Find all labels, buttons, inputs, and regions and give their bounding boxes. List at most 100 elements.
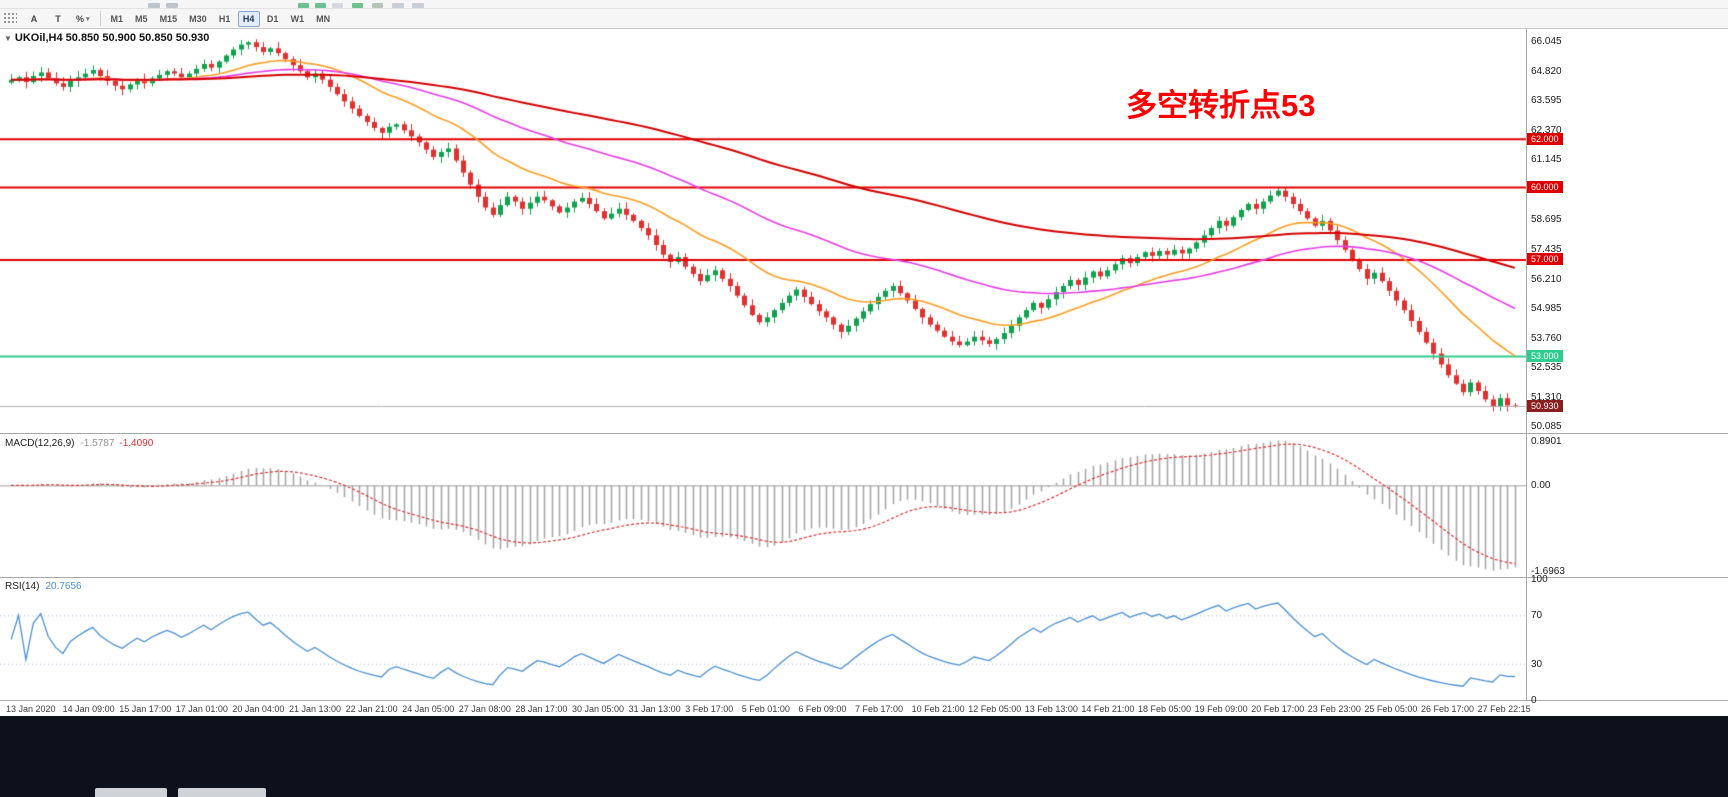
price-level-badge: 57.000 [1527, 253, 1563, 266]
taskbar-window-fragment[interactable] [95, 788, 167, 797]
time-axis-label: 17 Jan 01:00 [175, 704, 228, 714]
time-axis-label: 12 Feb 05:00 [968, 704, 1022, 714]
chart-annotation: 多空转折点53 [1126, 88, 1316, 123]
macd-axis-tick: 0.00 [1531, 480, 1551, 492]
timeframe-button-m30[interactable]: M30 [189, 13, 207, 24]
chart-title: ▼ UKOil,H4 50.850 50.900 50.850 50.930 [4, 32, 209, 44]
rsi-axis-tick: 100 [1531, 574, 1548, 585]
price-axis-tick: 52.535 [1531, 362, 1562, 374]
price-axis-tick: 66.045 [1531, 36, 1562, 48]
bid-price-badge: 50.930 [1527, 399, 1563, 412]
price-level-badge: 62.000 [1527, 132, 1563, 145]
clipped-toolbar-icon [392, 3, 404, 8]
time-axis-label: 15 Jan 17:00 [119, 704, 172, 714]
clipped-toolbar-icon [372, 3, 383, 8]
rsi-title: RSI(14) 20.7656 [5, 581, 82, 592]
time-axis-label: 31 Jan 13:00 [628, 704, 681, 714]
price-level-badge: 53.000 [1527, 349, 1563, 362]
time-axis-label: 28 Jan 17:00 [515, 704, 568, 714]
timeframe-button-h1[interactable]: H1 [218, 13, 231, 24]
price-axis-tick: 56.210 [1531, 273, 1562, 285]
time-axis-label: 5 Feb 01:00 [741, 704, 790, 714]
clipped-toolbar-icon [412, 3, 424, 8]
timeframe-button-h4[interactable]: H4 [237, 10, 260, 27]
timeframe-button-m1[interactable]: M1 [110, 13, 124, 24]
clipped-toolbar-icon [298, 3, 309, 8]
clipped-toolbar-row [0, 0, 1728, 9]
timeframe-button-m5[interactable]: M5 [135, 13, 148, 24]
clipped-toolbar-icon [148, 3, 160, 8]
price-axis-tick: 64.820 [1531, 65, 1562, 77]
price-axis-tick: 50.085 [1531, 421, 1562, 433]
chart-title-text: UKOil,H4 50.850 50.900 50.850 50.930 [14, 32, 210, 44]
timeframe-button-d1[interactable]: D1 [266, 13, 279, 24]
time-axis-label: 14 Jan 09:00 [62, 704, 115, 714]
time-axis-label: 6 Feb 09:00 [798, 704, 847, 714]
price-axis-tick: 62.370 [1531, 124, 1562, 136]
time-axis-label: 26 Feb 17:00 [1421, 704, 1475, 714]
rsi-axis-tick: 0 [1531, 695, 1537, 706]
macd-value-main: -1.5787 [80, 438, 115, 449]
clipped-toolbar-icon [166, 3, 178, 8]
macd-axis-tick: 0.8901 [1531, 435, 1562, 447]
panel-separator-rsi[interactable] [0, 577, 1728, 578]
taskbar-window-fragment[interactable] [178, 788, 266, 797]
timeframe-button-mn[interactable]: MN [316, 13, 331, 24]
macd-label: MACD(12,26,9) [5, 438, 75, 449]
rsi-axis-tick: 30 [1531, 658, 1543, 670]
price-axis-tick: 57.435 [1531, 243, 1562, 255]
timeframe-buttons: M1 M5 M15 M30 H1 H4 D1 W1 MN [106, 10, 336, 27]
macd-axis-tick: -1.6963 [1531, 565, 1565, 577]
toolbar: A T % ▾ M1 M5 M15 M30 H1 H4 D1 W1 MN [0, 9, 1728, 29]
toolbar-separator [99, 11, 101, 26]
price-level-badge: 60.000 [1527, 181, 1563, 194]
time-axis-line [0, 700, 1728, 701]
chevron-down-icon: ▾ [86, 15, 90, 23]
time-axis-label: 27 Jan 08:00 [458, 704, 511, 714]
time-axis-label: 20 Jan 04:00 [232, 704, 285, 714]
time-axis-label: 13 Feb 13:00 [1024, 704, 1078, 714]
clipped-toolbar-icon [332, 3, 343, 8]
chart-tools-dropdown-button[interactable]: % ▾ [76, 13, 90, 24]
time-axis-label: 30 Jan 05:00 [572, 704, 625, 714]
toolbar-grip-icon[interactable] [3, 12, 17, 25]
timeframe-button-w1[interactable]: W1 [290, 13, 305, 24]
tool-buttons: A T % ▾ [23, 11, 95, 27]
time-axis-label: 10 Feb 21:00 [911, 704, 965, 714]
time-axis-label: 7 Feb 17:00 [855, 704, 904, 714]
time-axis-label: 24 Jan 05:00 [402, 704, 455, 714]
macd-title: MACD(12,26,9) -1.5787 -1.4090 [5, 438, 153, 449]
label-tool-button[interactable]: T [55, 13, 61, 24]
time-axis-label: 21 Jan 13:00 [289, 704, 342, 714]
time-axis-label: 18 Feb 05:00 [1138, 704, 1192, 714]
scale-divider[interactable] [1526, 29, 1527, 700]
rsi-axis-tick: 70 [1531, 610, 1543, 622]
time-axis-label: 22 Jan 21:00 [345, 704, 398, 714]
time-axis-label: 25 Feb 05:00 [1364, 704, 1418, 714]
time-axis-label: 14 Feb 21:00 [1081, 704, 1135, 714]
symbol-dropdown-icon[interactable]: ▼ [4, 34, 12, 43]
price-axis-tick: 58.695 [1531, 213, 1562, 225]
price-axis-tick: 54.985 [1531, 303, 1562, 315]
price-axis-tick: 63.595 [1531, 95, 1562, 107]
text-tool-button[interactable]: A [30, 13, 38, 24]
price-axis-tick: 51.310 [1531, 391, 1562, 403]
rsi-label: RSI(14) [5, 581, 40, 592]
time-axis[interactable]: 13 Jan 2020 14 Jan 09:00 15 Jan 17:00 17 Ja… [0, 701, 1531, 716]
time-axis-label: 13 Jan 2020 [6, 704, 56, 714]
time-axis-label: 23 Feb 23:00 [1307, 704, 1361, 714]
taskbar[interactable] [0, 716, 1728, 797]
macd-value-signal: -1.4090 [119, 438, 154, 449]
time-axis-label: 20 Feb 17:00 [1251, 704, 1305, 714]
clipped-toolbar-icon [315, 3, 326, 8]
price-axis-tick: 53.760 [1531, 332, 1562, 344]
panel-separator-macd[interactable] [0, 433, 1728, 434]
time-axis-label: 19 Feb 09:00 [1194, 704, 1248, 714]
rsi-value: 20.7656 [45, 581, 82, 592]
price-axis-tick: 61.145 [1531, 154, 1562, 166]
clipped-toolbar-icon [352, 3, 363, 8]
time-axis-label: 27 Feb 22:15 [1477, 704, 1531, 714]
timeframe-button-m15[interactable]: M15 [159, 13, 178, 24]
